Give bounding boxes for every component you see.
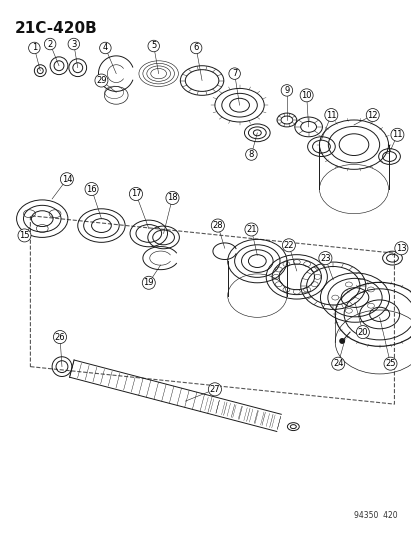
Text: 24: 24 (332, 359, 343, 368)
Text: 16: 16 (86, 184, 97, 193)
Text: 21C-420B: 21C-420B (14, 21, 97, 36)
Text: 5: 5 (151, 42, 156, 51)
Text: 28: 28 (212, 221, 223, 230)
Text: 1: 1 (32, 44, 37, 52)
Text: 29: 29 (96, 76, 107, 85)
Text: 11: 11 (325, 110, 336, 119)
Text: 21: 21 (246, 225, 256, 234)
Text: 2: 2 (47, 39, 52, 49)
Text: 3: 3 (71, 39, 76, 49)
Text: 11: 11 (391, 130, 402, 139)
Text: 26: 26 (55, 333, 65, 342)
Text: 13: 13 (395, 244, 406, 253)
Text: 19: 19 (143, 278, 154, 287)
Text: 10: 10 (301, 91, 311, 100)
Text: 12: 12 (367, 110, 377, 119)
Text: 27: 27 (209, 385, 220, 394)
Text: 23: 23 (319, 254, 330, 263)
Text: 14: 14 (62, 175, 72, 184)
Text: 8: 8 (248, 150, 254, 159)
Text: 4: 4 (102, 44, 108, 52)
Text: 6: 6 (193, 44, 198, 52)
Text: 94350  420: 94350 420 (353, 511, 396, 520)
Text: 25: 25 (385, 359, 395, 368)
Text: 22: 22 (283, 241, 293, 250)
Text: 17: 17 (131, 190, 141, 198)
Text: 20: 20 (357, 328, 367, 337)
Text: 7: 7 (231, 69, 237, 78)
Text: 9: 9 (284, 86, 289, 95)
Text: 15: 15 (19, 231, 30, 240)
Text: 18: 18 (167, 193, 177, 203)
Circle shape (338, 338, 344, 344)
